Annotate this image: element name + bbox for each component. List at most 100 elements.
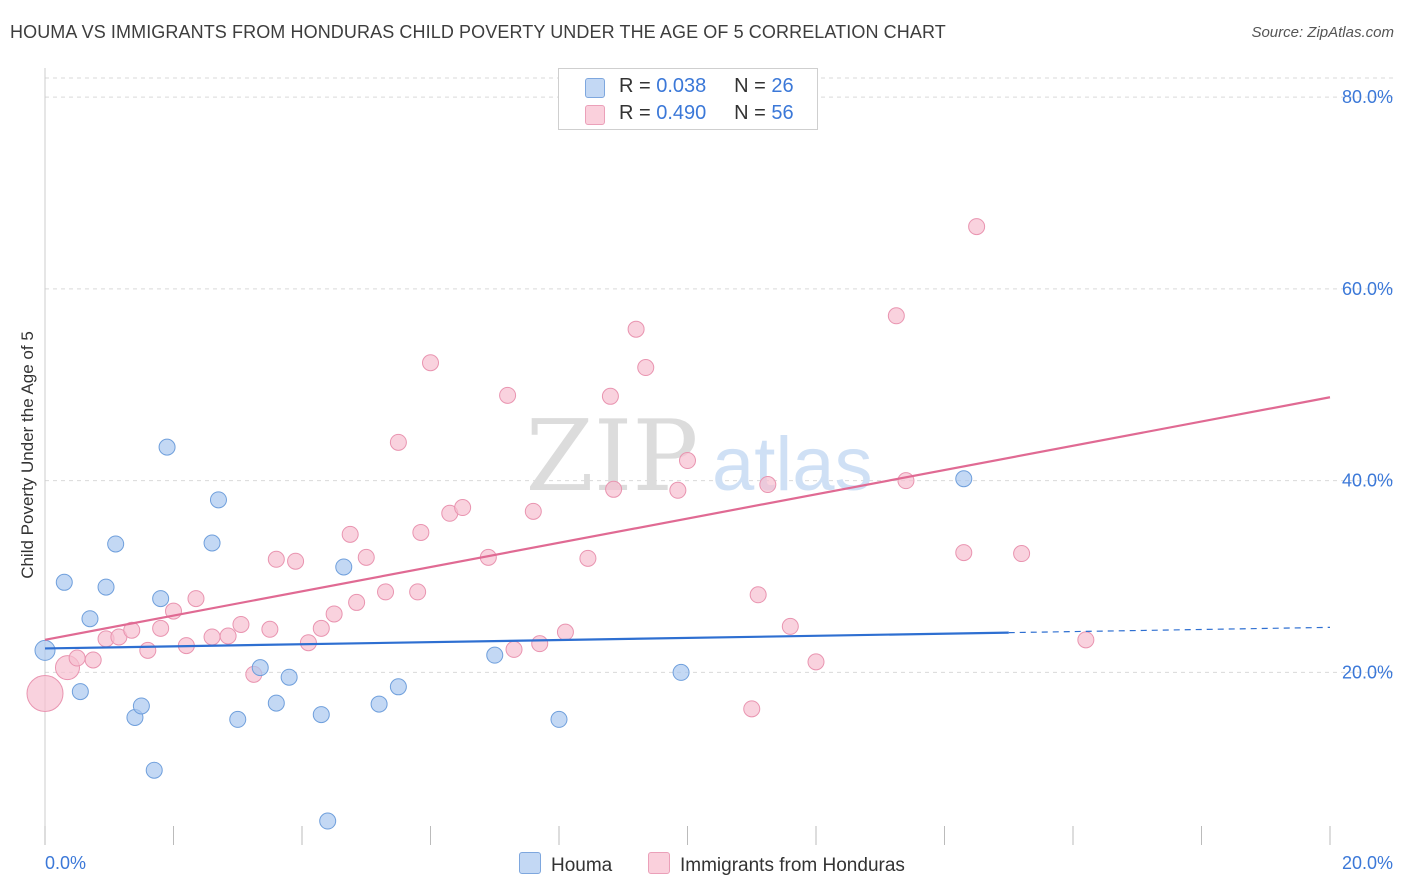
honduras-point [499, 386, 517, 404]
honduras-point [505, 640, 523, 658]
axes [44, 68, 1331, 845]
honduras-point [26, 675, 64, 713]
honduras-trend-line [44, 396, 1331, 641]
legend-houma-r: 0.038 [656, 75, 707, 97]
honduras-point [267, 550, 285, 568]
houma-point [158, 438, 176, 456]
honduras-point [341, 525, 359, 543]
honduras-swatch-icon [585, 105, 605, 125]
legend-n-label: N = [734, 102, 766, 124]
houma-point [71, 683, 89, 701]
legend-r-label: R = [619, 75, 651, 97]
honduras-point [203, 628, 221, 646]
houma-point [81, 610, 99, 628]
honduras-point [261, 620, 279, 638]
honduras-point [968, 218, 986, 236]
honduras-point [454, 499, 472, 517]
honduras-point [669, 481, 687, 499]
honduras-point [287, 552, 305, 570]
honduras-point [1077, 631, 1095, 649]
honduras-point [123, 621, 141, 639]
honduras-point [605, 480, 623, 498]
houma-point [319, 812, 337, 830]
y-tick-label: 80.0% [1342, 87, 1393, 107]
houma-point [34, 639, 56, 661]
honduras-point [68, 649, 86, 667]
x-tick-label: 0.0% [45, 853, 86, 873]
houma-point [209, 491, 227, 509]
houma-point [251, 659, 269, 677]
y-tick-label: 20.0% [1342, 662, 1393, 682]
houma-point [335, 558, 353, 576]
houma-point [672, 663, 690, 681]
honduras-point [325, 605, 343, 623]
honduras-point [409, 583, 427, 601]
honduras-point [412, 523, 430, 541]
y-tick-label: 40.0% [1342, 471, 1393, 491]
houma-trend-line [44, 631, 1009, 650]
tick-labels: 20.0% 40.0% 60.0% 80.0% 0.0% 20.0% [45, 87, 1393, 873]
honduras-point [357, 548, 375, 566]
trend-lines [44, 396, 1331, 650]
houma-point [955, 470, 973, 488]
honduras-point [152, 619, 170, 637]
houma-point [152, 590, 170, 608]
series-legend-honduras-label: Immigrants from Honduras [680, 855, 905, 876]
data-points [26, 218, 1095, 830]
honduras-point [187, 590, 205, 608]
stats-legend: R = 0.038 N = 26 R = 0.490 N = 56 [558, 68, 818, 130]
houma-point [550, 710, 568, 728]
houma-point [203, 534, 221, 552]
series-legend-houma-label: Houma [551, 855, 613, 876]
honduras-point [556, 623, 574, 641]
legend-honduras-n: 56 [771, 102, 794, 124]
houma-legend-icon [519, 852, 541, 874]
houma-point [97, 578, 115, 596]
honduras-point [807, 653, 825, 671]
honduras-point [377, 583, 395, 601]
houma-swatch-icon [585, 78, 605, 98]
honduras-point [601, 387, 619, 405]
y-tick-label: 60.0% [1342, 279, 1393, 299]
houma-point [486, 646, 504, 664]
honduras-point [139, 641, 157, 659]
source-credit: Source: ZipAtlas.com [1251, 24, 1394, 41]
honduras-point [312, 619, 330, 637]
houma-point [55, 573, 73, 591]
houma-point [389, 678, 407, 696]
houma-trend-extension [1008, 626, 1331, 634]
honduras-point [579, 549, 597, 567]
legend-n-label: N = [734, 75, 766, 97]
honduras-point [637, 359, 655, 377]
series-legend-houma: Houma [519, 852, 612, 877]
honduras-point [232, 615, 250, 633]
houma-point [107, 535, 125, 553]
honduras-point [219, 627, 237, 645]
honduras-point [759, 476, 777, 494]
honduras-point [422, 354, 439, 372]
houma-point [132, 697, 150, 715]
honduras-point [389, 433, 407, 451]
x-tick-label: 20.0% [1342, 853, 1393, 873]
honduras-point [348, 593, 366, 611]
honduras-point [887, 307, 905, 325]
series-legend-honduras: Immigrants from Honduras [648, 852, 905, 877]
honduras-point [955, 544, 973, 562]
houma-point [267, 694, 285, 712]
honduras-point [897, 472, 915, 490]
honduras-point [84, 651, 102, 669]
grid [45, 77, 1395, 673]
chart-title: HOUMA VS IMMIGRANTS FROM HONDURAS CHILD … [10, 22, 946, 42]
honduras-point [749, 586, 767, 604]
honduras-legend-icon [648, 852, 670, 874]
legend-r-label: R = [619, 102, 651, 124]
houma-point [370, 695, 388, 713]
legend-honduras-r: 0.490 [656, 102, 707, 124]
honduras-point [781, 617, 799, 635]
houma-point [280, 668, 298, 686]
houma-point [145, 761, 163, 779]
houma-point [229, 710, 247, 728]
honduras-point [299, 634, 317, 652]
honduras-point [524, 502, 542, 520]
